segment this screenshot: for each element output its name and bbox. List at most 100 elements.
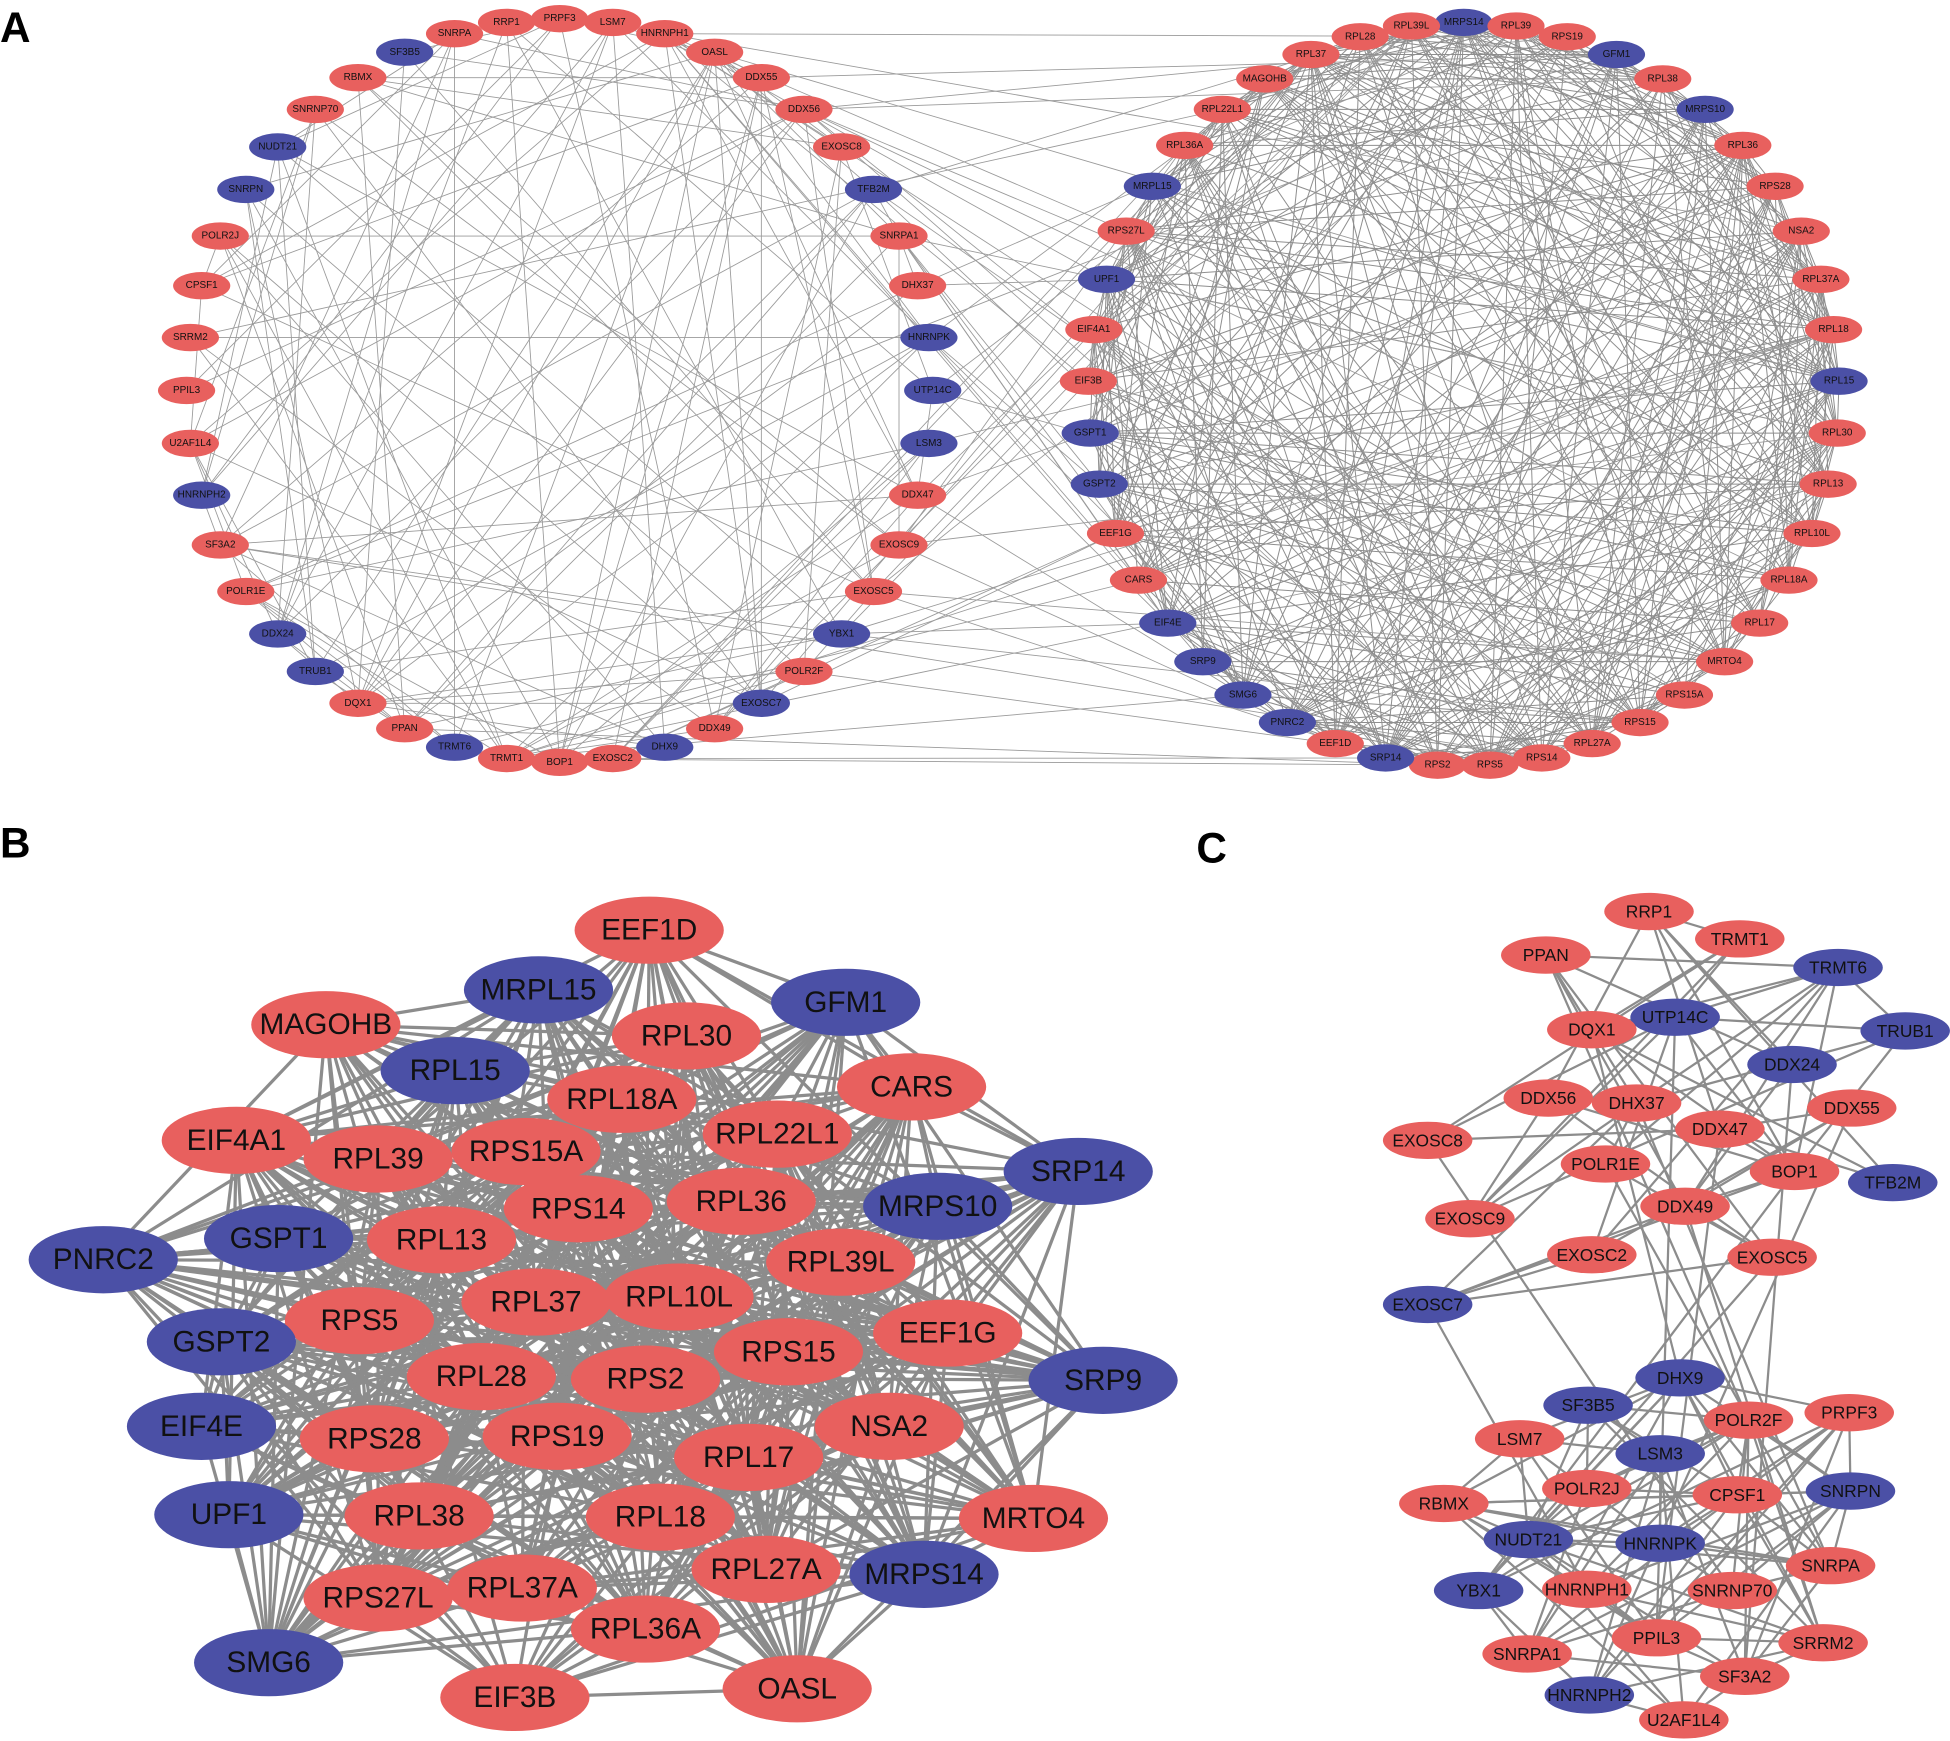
node: EIF4E xyxy=(1139,609,1197,637)
node: RPL10L xyxy=(1783,519,1841,548)
node-label: RPL37 xyxy=(490,1286,581,1319)
node-label: HNRNPK xyxy=(1623,1533,1697,1553)
node-shape xyxy=(844,175,903,204)
node-label: RPL38 xyxy=(1648,73,1679,84)
node-label: GSPT2 xyxy=(1083,479,1116,490)
node-shape xyxy=(1193,95,1251,124)
node-shape xyxy=(425,733,484,761)
edge xyxy=(1360,36,1617,56)
edge xyxy=(245,591,560,763)
edge xyxy=(357,22,614,704)
node-shape xyxy=(1174,648,1232,676)
node: SMG6 xyxy=(1214,681,1272,709)
node: GFM1 xyxy=(771,968,921,1036)
node-label: EXOSC2 xyxy=(593,753,634,764)
node: DDX24 xyxy=(249,620,307,648)
node-shape xyxy=(1591,1084,1682,1122)
node: RPL28 xyxy=(1331,23,1389,51)
edge xyxy=(612,22,1336,744)
edge xyxy=(277,146,842,635)
edge xyxy=(1590,1029,1682,1379)
node-label: EIF4A1 xyxy=(1077,324,1111,335)
node-shape xyxy=(547,1065,697,1133)
node-label: RPL27A xyxy=(711,1553,822,1586)
edge xyxy=(245,189,561,763)
node: RPS15A xyxy=(1655,681,1714,709)
edge xyxy=(277,109,805,635)
edge xyxy=(740,1199,1104,1382)
edge xyxy=(917,25,1412,496)
edge xyxy=(1359,36,1685,696)
node-shape xyxy=(1799,470,1857,498)
edge xyxy=(803,146,843,672)
node-shape xyxy=(380,1037,530,1105)
edge xyxy=(873,25,1412,592)
edge xyxy=(1167,329,1834,624)
node-label: BOP1 xyxy=(546,757,573,768)
node-shape xyxy=(870,222,928,250)
node: DDX47 xyxy=(1675,1110,1765,1148)
node-shape xyxy=(775,95,833,124)
node-shape xyxy=(666,1167,816,1235)
edge xyxy=(1115,54,1312,534)
edge xyxy=(1586,1419,1750,1591)
edge xyxy=(1089,432,1543,759)
edge xyxy=(1090,432,1829,485)
node-shape xyxy=(1425,1200,1515,1238)
edge xyxy=(664,33,1802,232)
node-label: RPL28 xyxy=(1345,31,1376,42)
edge xyxy=(1167,78,1266,624)
edge xyxy=(315,591,874,672)
edge xyxy=(1202,109,1223,662)
node: DQX1 xyxy=(329,689,387,717)
node: RPL30 xyxy=(611,1002,762,1070)
node: SNRPA xyxy=(1785,1547,1876,1585)
node: RBMX xyxy=(1399,1484,1489,1523)
edge xyxy=(357,285,918,704)
edge xyxy=(1031,1171,1080,1519)
node: OASL xyxy=(722,1655,872,1723)
edge xyxy=(1586,1588,1824,1644)
node-shape xyxy=(904,376,962,405)
edge xyxy=(1106,279,1336,744)
edge xyxy=(1184,145,1387,759)
edge xyxy=(1093,36,1568,331)
node-shape xyxy=(1772,217,1830,245)
edge xyxy=(1736,1494,1825,1644)
node-shape xyxy=(344,1482,494,1550)
node-label: MRPS14 xyxy=(1444,17,1484,28)
node-label: SF3A2 xyxy=(1718,1666,1771,1686)
node: SRP14 xyxy=(1003,1137,1153,1206)
edge xyxy=(1184,144,1840,382)
node-shape xyxy=(1714,131,1772,160)
node-label: PPAN xyxy=(392,723,418,734)
node-label: RPL18 xyxy=(615,1501,706,1534)
node-label: SRRM2 xyxy=(173,332,208,343)
node-shape xyxy=(732,689,790,717)
node-label: UTP14C xyxy=(1642,1007,1709,1027)
node: RPL22L1 xyxy=(1193,95,1251,124)
edge xyxy=(873,591,1725,663)
node-label: SNRPA1 xyxy=(879,231,919,242)
node-label: SNRNP70 xyxy=(292,104,338,115)
edge xyxy=(803,109,1593,744)
edge xyxy=(1115,533,1685,696)
edge xyxy=(1106,278,1543,759)
edge xyxy=(1704,109,1726,662)
node-shape xyxy=(1804,1394,1894,1432)
edge xyxy=(1184,145,1641,723)
node: MRPS10 xyxy=(1676,95,1734,124)
edge xyxy=(190,109,805,444)
edge xyxy=(220,189,874,546)
edge xyxy=(1411,25,1829,485)
edge xyxy=(1478,1419,1750,1592)
node-shape xyxy=(1482,1635,1572,1673)
node: SRRM2 xyxy=(161,323,219,352)
node: POLR1E xyxy=(1560,1145,1651,1183)
node-shape xyxy=(406,1343,556,1411)
node: SRP14 xyxy=(1357,744,1415,772)
node-label: MAGOHB xyxy=(260,1008,393,1041)
node-label: RPL18A xyxy=(566,1083,677,1116)
node-label: POLR2F xyxy=(1715,1410,1783,1430)
node-shape xyxy=(1156,131,1214,160)
